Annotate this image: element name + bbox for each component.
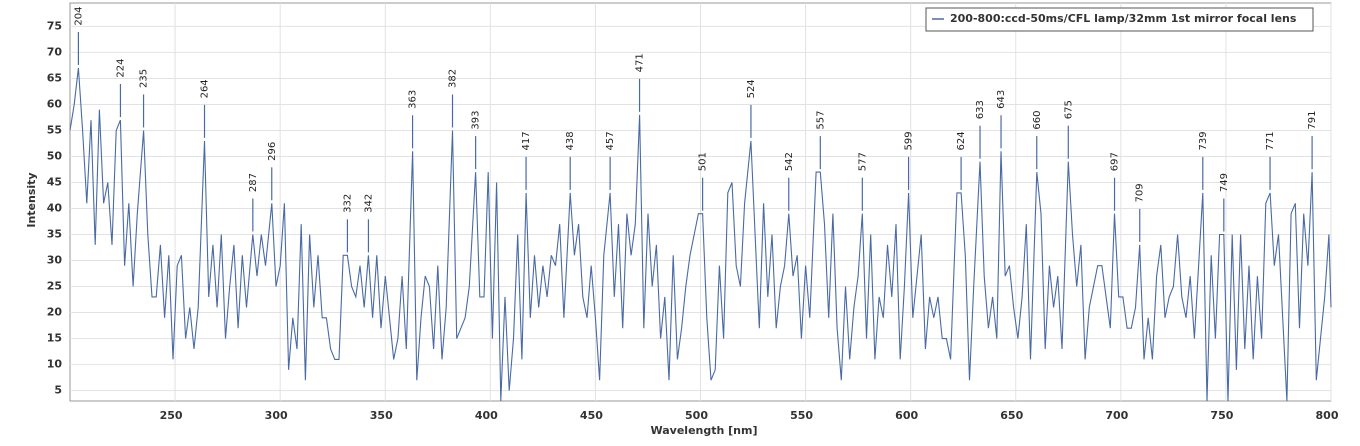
annotation-label: 557 (815, 111, 826, 130)
annotation-label: 224 (115, 59, 126, 78)
legend: 200-800:ccd-50ms/CFL lamp/32mm 1st mirro… (925, 7, 1314, 32)
legend-label: 200-800:ccd-50ms/CFL lamp/32mm 1st mirro… (950, 12, 1297, 25)
annotation-label: 471 (635, 53, 646, 72)
x-tick-label: 450 (580, 409, 603, 422)
annotation-label: 204 (73, 6, 84, 25)
y-tick-label: 35 (47, 228, 62, 241)
y-tick-label: 20 (47, 306, 63, 319)
annotation-label: 524 (746, 79, 757, 98)
spectrum-line (69, 67, 1332, 402)
y-tick-label: 10 (47, 358, 63, 371)
y-axis-label: Intensity (25, 172, 38, 227)
annotation-label: 739 (1198, 131, 1209, 150)
annotation-label: 599 (904, 131, 915, 150)
annotation-label: 749 (1219, 173, 1230, 192)
y-tick-label: 40 (47, 202, 63, 215)
x-tick-label: 750 (1210, 409, 1233, 422)
annotation-label: 771 (1265, 131, 1276, 150)
annotation-label: 393 (471, 111, 482, 130)
annotation-label: 542 (784, 152, 795, 171)
annotation-label: 363 (408, 90, 419, 109)
y-tick-label: 15 (47, 332, 62, 345)
annotation-label: 643 (996, 90, 1007, 109)
x-tick-label: 300 (265, 409, 288, 422)
annotation-label: 438 (565, 131, 576, 150)
annotation-label: 577 (857, 152, 868, 171)
annotation-label: 382 (448, 69, 459, 88)
annotation-label: 296 (267, 142, 278, 161)
x-tick-label: 650 (1000, 409, 1023, 422)
x-tick-label: 550 (790, 409, 813, 422)
y-tick-label: 45 (47, 175, 62, 188)
y-tick-label: 5 (54, 384, 62, 397)
annotation-label: 287 (248, 173, 259, 192)
annotation-label: 660 (1032, 111, 1043, 130)
x-tick-label: 250 (160, 409, 183, 422)
x-tick-label: 700 (1105, 409, 1128, 422)
y-tick-label: 60 (47, 97, 63, 110)
y-tick-label: 70 (47, 45, 63, 58)
legend-box (925, 7, 1314, 32)
annotation-label: 235 (139, 69, 150, 88)
annotation-label: 675 (1063, 100, 1074, 119)
annotation-label: 624 (956, 131, 967, 150)
annotation-label: 697 (1110, 152, 1121, 171)
annotation-label: 633 (975, 100, 986, 119)
y-tick-label: 55 (47, 123, 62, 136)
y-tick-label: 50 (47, 149, 63, 162)
x-tick-label: 500 (685, 409, 708, 422)
annotation-label: 332 (342, 194, 353, 213)
y-tick-label: 25 (47, 280, 62, 293)
annotation-label: 457 (605, 131, 616, 150)
y-tick-label: 30 (47, 254, 63, 267)
annotation-label: 709 (1135, 183, 1146, 202)
annotation-label: 417 (521, 131, 532, 150)
x-tick-label: 600 (895, 409, 918, 422)
annotation-label: 342 (363, 194, 374, 213)
y-tick-label: 75 (47, 19, 62, 32)
x-tick-label: 350 (370, 409, 393, 422)
annotation-label: 501 (698, 152, 709, 171)
x-tick-label: 800 (1316, 409, 1339, 422)
y-tick-label: 65 (47, 71, 62, 84)
annotation-label: 791 (1307, 111, 1318, 130)
x-tick-label: 400 (475, 409, 498, 422)
x-axis-label: Wavelength [nm] (651, 424, 758, 437)
annotation-label: 264 (200, 79, 211, 98)
